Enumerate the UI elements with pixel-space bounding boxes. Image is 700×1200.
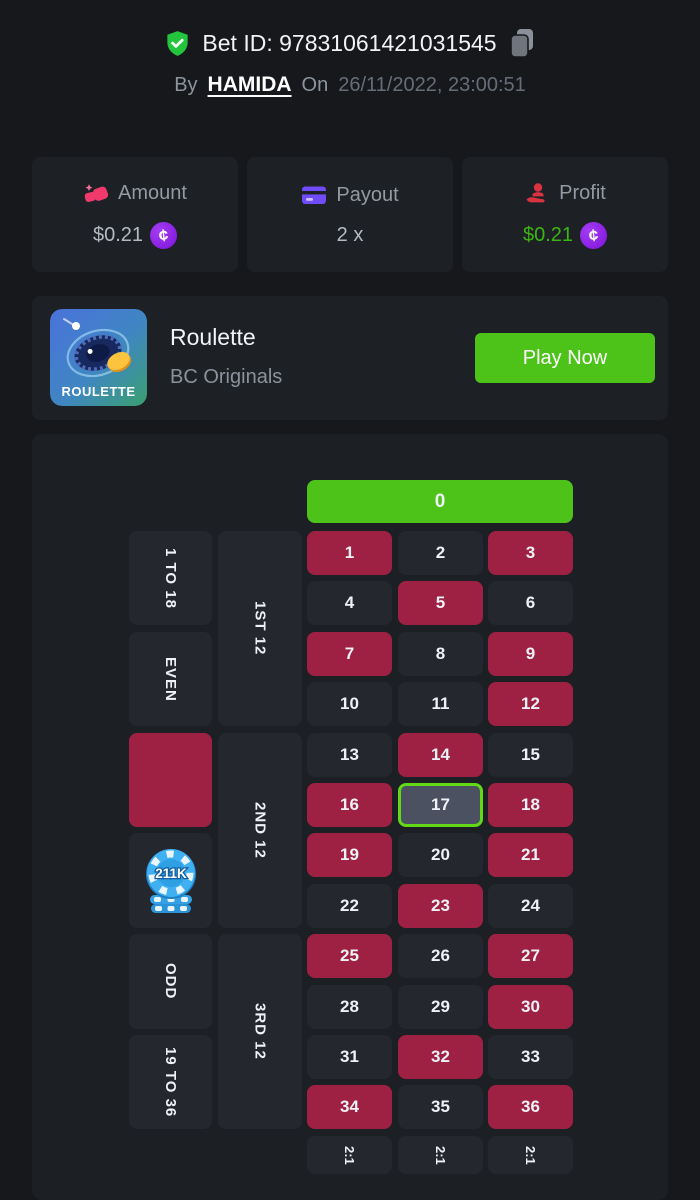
amount-value: $0.21 — [92, 224, 144, 246]
payout-value: 2 x — [336, 224, 364, 246]
profit-label: Profit — [559, 181, 606, 204]
number-cell-29: 29 — [398, 984, 483, 1029]
outside-bet-19-to-36: 19 TO 36 — [129, 1035, 212, 1130]
roulette-board-card: 0 1 2 3 4 5 6 7 8 9 10 11 12 13 14 15 16 17 18 19 20 21 22 23 24… — [32, 434, 668, 1200]
column-bet-2: 2:1 — [398, 1136, 483, 1174]
black-bet-cell: 211K — [129, 833, 212, 928]
number-cell-23: 23 — [398, 883, 483, 928]
payout-card: Payout 2 x — [247, 157, 453, 272]
number-cell-18: 18 — [488, 783, 573, 827]
bet-datetime: 26/11/2022, 23:00:51 — [338, 73, 526, 96]
number-cell-22: 22 — [307, 883, 392, 928]
bet-id-row: Bet ID: 97831061421031545 — [0, 26, 700, 60]
number-cell-34: 34 — [307, 1085, 392, 1130]
number-cell-31: 31 — [307, 1035, 392, 1079]
bet-id-text: Bet ID: 97831061421031545 — [202, 29, 497, 56]
red-bet-cell — [129, 732, 212, 827]
bet-chip-icon: 211K — [145, 848, 196, 913]
number-cell-26: 26 — [398, 934, 483, 979]
number-cell-15: 15 — [488, 732, 573, 777]
outside-bet-odd: ODD — [129, 934, 212, 1029]
payout-label: Payout — [336, 183, 399, 206]
copy-icon[interactable] — [508, 28, 536, 58]
number-cell-36: 36 — [488, 1085, 573, 1130]
username-link[interactable]: HAMIDA — [207, 73, 292, 96]
number-cell-13: 13 — [307, 732, 392, 777]
number-cell-16: 16 — [307, 783, 392, 827]
number-cell-20: 20 — [398, 833, 483, 878]
number-cell-2: 2 — [398, 531, 483, 575]
number-cell-6: 6 — [488, 581, 573, 626]
verified-shield-icon — [164, 30, 191, 57]
dozen-bet-3: 3RD 12 — [218, 934, 302, 1130]
play-now-button[interactable]: Play Now — [475, 333, 655, 383]
number-cell-28: 28 — [307, 984, 392, 1029]
by-label: By — [174, 73, 198, 96]
svg-text:211K: 211K — [155, 866, 187, 881]
number-cell-35: 35 — [398, 1085, 483, 1130]
profit-value: $0.21 — [522, 224, 574, 246]
number-cell-32: 32 — [398, 1035, 483, 1079]
profit-card: Profit $0.21 ¢ — [462, 157, 668, 272]
number-cell-5: 5 — [398, 581, 483, 626]
number-cell-30: 30 — [488, 984, 573, 1029]
number-cell-12: 12 — [488, 682, 573, 727]
number-cell-27: 27 — [488, 934, 573, 979]
hand-user-icon — [524, 180, 550, 206]
credit-card-icon — [301, 182, 327, 208]
number-cell-10: 10 — [307, 682, 392, 727]
column-bet-1: 2:1 — [307, 1136, 392, 1174]
number-cell-21: 21 — [488, 833, 573, 878]
currency-coin-icon: ¢ — [148, 220, 179, 251]
game-card: ROULETTE Roulette BC Originals Play Now — [32, 296, 668, 420]
roulette-game-icon[interactable]: ROULETTE — [50, 309, 147, 406]
amount-label: Amount — [118, 181, 187, 204]
column-bet-3: 2:1 — [488, 1136, 573, 1174]
number-cell-7: 7 — [307, 631, 392, 676]
bet-meta-row: By HAMIDA On 26/11/2022, 23:00:51 — [0, 70, 700, 100]
currency-coin-icon: ¢ — [578, 220, 609, 251]
number-cell-11: 11 — [398, 682, 483, 727]
number-cell-9: 9 — [488, 631, 573, 676]
number-cell-24: 24 — [488, 883, 573, 928]
number-cell-19: 19 — [307, 833, 392, 878]
outside-bet-1-to-18: 1 TO 18 — [129, 531, 212, 626]
gems-icon — [83, 180, 109, 206]
on-label: On — [301, 73, 329, 96]
number-cell-4: 4 — [307, 581, 392, 626]
dozen-bet-2: 2ND 12 — [218, 732, 302, 928]
number-cell-25: 25 — [307, 934, 392, 979]
dozen-bet-1: 1ST 12 — [218, 531, 302, 727]
number-cell-33: 33 — [488, 1035, 573, 1079]
game-title: Roulette — [170, 324, 256, 350]
amount-card: Amount $0.21 ¢ — [32, 157, 238, 272]
number-cell-8: 8 — [398, 631, 483, 676]
number-cell-17: 17 — [398, 783, 483, 827]
svg-text:ROULETTE: ROULETTE — [61, 384, 135, 399]
number-cell-1: 1 — [307, 531, 392, 575]
number-cell-3: 3 — [488, 531, 573, 575]
stats-row: Amount $0.21 ¢ Payout 2 x — [32, 157, 668, 272]
outside-bet-even: EVEN — [129, 631, 212, 727]
number-cell-14: 14 — [398, 732, 483, 777]
game-provider: BC Originals — [170, 366, 283, 388]
zero-cell: 0 — [307, 480, 573, 523]
